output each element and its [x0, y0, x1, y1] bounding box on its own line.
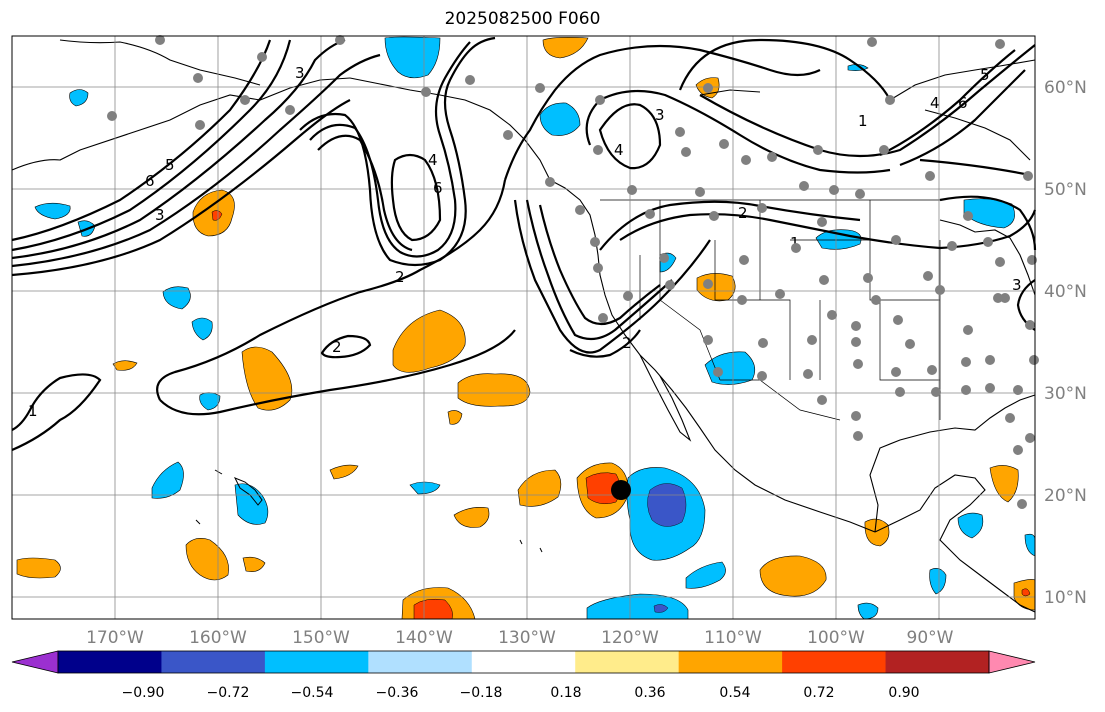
contour-label-1: 1: [858, 112, 868, 130]
contour-label-2: 2: [622, 334, 632, 352]
colorbar-segment: [368, 651, 473, 673]
colorbar-tick: −0.90: [122, 685, 165, 701]
colorbar: −0.90 −0.72 −0.54 −0.36 −0.18 0.18 0.36 …: [11, 650, 1036, 701]
lon-label: 160°W: [189, 628, 247, 648]
shaded-anomalies: [16, 36, 1036, 620]
lon-label: 130°W: [498, 628, 556, 648]
colorbar-tick: 0.90: [888, 685, 919, 701]
colorbar-high-extension: [988, 650, 1036, 674]
station-dots: [107, 35, 1039, 509]
contour-label-3: 3: [295, 64, 305, 82]
lon-label: 110°W: [704, 628, 762, 648]
lat-label: 50°N: [1044, 180, 1087, 200]
islands: [195, 469, 543, 553]
lon-label: 150°W: [292, 628, 350, 648]
colorbar-tick: −0.36: [376, 685, 419, 701]
contour-label-2: 2: [395, 268, 405, 286]
lat-label: 40°N: [1044, 282, 1087, 302]
colorbar-low-extension: [11, 650, 59, 674]
lon-label: 120°W: [601, 628, 659, 648]
contour-label-6: 6: [145, 172, 155, 190]
contour-label-6: 6: [958, 94, 968, 112]
lat-label: 30°N: [1044, 384, 1087, 404]
lon-label: 140°W: [395, 628, 453, 648]
lat-label: 10°N: [1044, 588, 1087, 608]
contour-label-2: 2: [332, 338, 342, 356]
latitude-labels: 60°N 50°N 40°N 30°N 20°N 10°N: [1044, 78, 1087, 608]
colorbar-segment: [782, 651, 887, 673]
contour-label-3: 3: [655, 106, 665, 124]
lon-label: 90°W: [907, 628, 954, 648]
contour-labels: 1 2 2 2 2 1 3 3 3 4 4 4 5 5 6 6 6 1 3: [28, 64, 1022, 420]
contour-label-4: 4: [614, 141, 624, 159]
colorbar-segment: [885, 651, 990, 673]
contour-lines: [11, 36, 1037, 452]
colorbar-segment: [575, 651, 680, 673]
storm-center-marker: [611, 480, 631, 500]
contour-label-4: 4: [428, 151, 438, 169]
contour-label-1: 1: [790, 234, 800, 252]
colorbar-tick: −0.18: [460, 685, 503, 701]
lon-label: 170°W: [86, 628, 144, 648]
contour-label-1: 1: [28, 402, 38, 420]
contour-label-2: 2: [738, 204, 748, 222]
colorbar-segment: [58, 651, 162, 673]
lon-label: 100°W: [807, 628, 865, 648]
longitude-labels: 170°W 160°W 150°W 140°W 130°W 120°W 110°…: [86, 628, 954, 648]
colorbar-segment: [264, 651, 369, 673]
lat-label: 20°N: [1044, 486, 1087, 506]
map-title: 2025082500 F060: [444, 9, 601, 29]
colorbar-segment: [161, 651, 266, 673]
contour-label-3: 3: [155, 206, 165, 224]
colorbar-tick: 0.54: [719, 685, 750, 701]
contour-label-6: 6: [433, 179, 443, 197]
state-borders: [600, 199, 941, 421]
colorbar-tick: 0.72: [803, 685, 834, 701]
colorbar-tick: −0.72: [207, 685, 250, 701]
contour-label-5: 5: [980, 66, 990, 84]
contour-label-4: 4: [930, 94, 940, 112]
colorbar-segment: [471, 651, 576, 673]
colorbar-tick: −0.54: [291, 685, 334, 701]
lat-label: 60°N: [1044, 78, 1087, 98]
colorbar-tick: 0.36: [634, 685, 665, 701]
contour-label-5: 5: [165, 156, 175, 174]
colorbar-segment: [678, 651, 783, 673]
contour-label-3: 3: [1012, 276, 1022, 294]
colorbar-tick: 0.18: [550, 685, 581, 701]
